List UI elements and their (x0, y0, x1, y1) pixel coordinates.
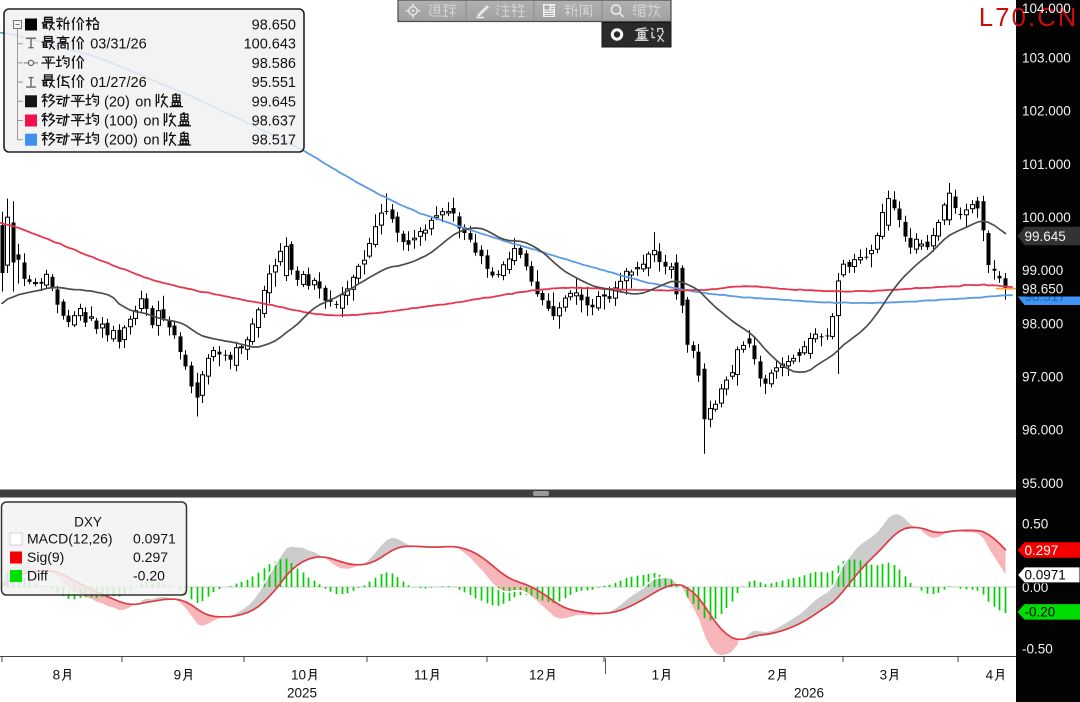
svg-text:3: 3 (880, 668, 888, 683)
svg-text:(100): (100) (104, 114, 138, 130)
svg-text:0.00: 0.00 (1022, 580, 1048, 595)
svg-text:2: 2 (768, 668, 776, 683)
svg-text:DXY: DXY (74, 515, 102, 530)
svg-text:03/31/26: 03/31/26 (90, 37, 146, 53)
svg-text:on: on (143, 133, 159, 149)
svg-text:98.650: 98.650 (1022, 282, 1063, 297)
svg-text:98.000: 98.000 (1022, 316, 1063, 331)
svg-text:98.650: 98.650 (252, 18, 296, 34)
svg-text:-0.20: -0.20 (1025, 605, 1056, 620)
svg-text:2026: 2026 (794, 686, 824, 701)
svg-text:1: 1 (652, 668, 660, 683)
svg-text:97.000: 97.000 (1022, 370, 1063, 385)
svg-text:4: 4 (986, 668, 994, 683)
svg-text:99.000: 99.000 (1022, 263, 1063, 278)
svg-text:Sig(9): Sig(9) (27, 549, 64, 565)
svg-text:11: 11 (414, 668, 428, 683)
svg-text:(20): (20) (104, 94, 130, 110)
svg-text:01/27/26: 01/27/26 (90, 75, 146, 91)
svg-text:10: 10 (291, 668, 306, 683)
svg-text:on: on (135, 94, 151, 110)
svg-text:102.000: 102.000 (1022, 104, 1071, 119)
svg-text:12: 12 (529, 668, 544, 683)
svg-text:0.297: 0.297 (1025, 543, 1059, 558)
svg-text:9: 9 (174, 668, 182, 683)
svg-text:98.517: 98.517 (252, 133, 296, 149)
svg-text:101.000: 101.000 (1022, 157, 1071, 172)
svg-text:96.000: 96.000 (1022, 423, 1063, 438)
svg-text:100.643: 100.643 (244, 37, 296, 53)
svg-text:-0.50: -0.50 (1022, 642, 1053, 657)
svg-text:on: on (143, 114, 159, 130)
svg-text:104.000: 104.000 (1022, 1, 1071, 16)
svg-text:8: 8 (53, 668, 61, 683)
svg-text:Diff: Diff (27, 568, 48, 584)
svg-text:MACD(12,26): MACD(12,26) (27, 531, 113, 547)
svg-text:95.551: 95.551 (252, 75, 296, 91)
svg-text:0.297: 0.297 (133, 549, 168, 565)
svg-text:0.0971: 0.0971 (1025, 568, 1066, 583)
svg-text:103.000: 103.000 (1022, 51, 1071, 66)
svg-text:0.50: 0.50 (1022, 517, 1048, 532)
svg-text:-0.20: -0.20 (133, 568, 165, 584)
svg-text:99.645: 99.645 (1025, 229, 1066, 244)
svg-text:100.000: 100.000 (1022, 210, 1071, 225)
svg-text:98.637: 98.637 (252, 114, 296, 130)
svg-text:2025: 2025 (287, 686, 317, 701)
svg-text:L70.CN: L70.CN (979, 4, 1079, 32)
svg-text:99.645: 99.645 (252, 94, 296, 110)
svg-text:98.586: 98.586 (252, 56, 296, 72)
svg-text:0.0971: 0.0971 (133, 531, 176, 547)
svg-text:95.000: 95.000 (1022, 476, 1063, 491)
svg-text:(200): (200) (104, 133, 138, 149)
